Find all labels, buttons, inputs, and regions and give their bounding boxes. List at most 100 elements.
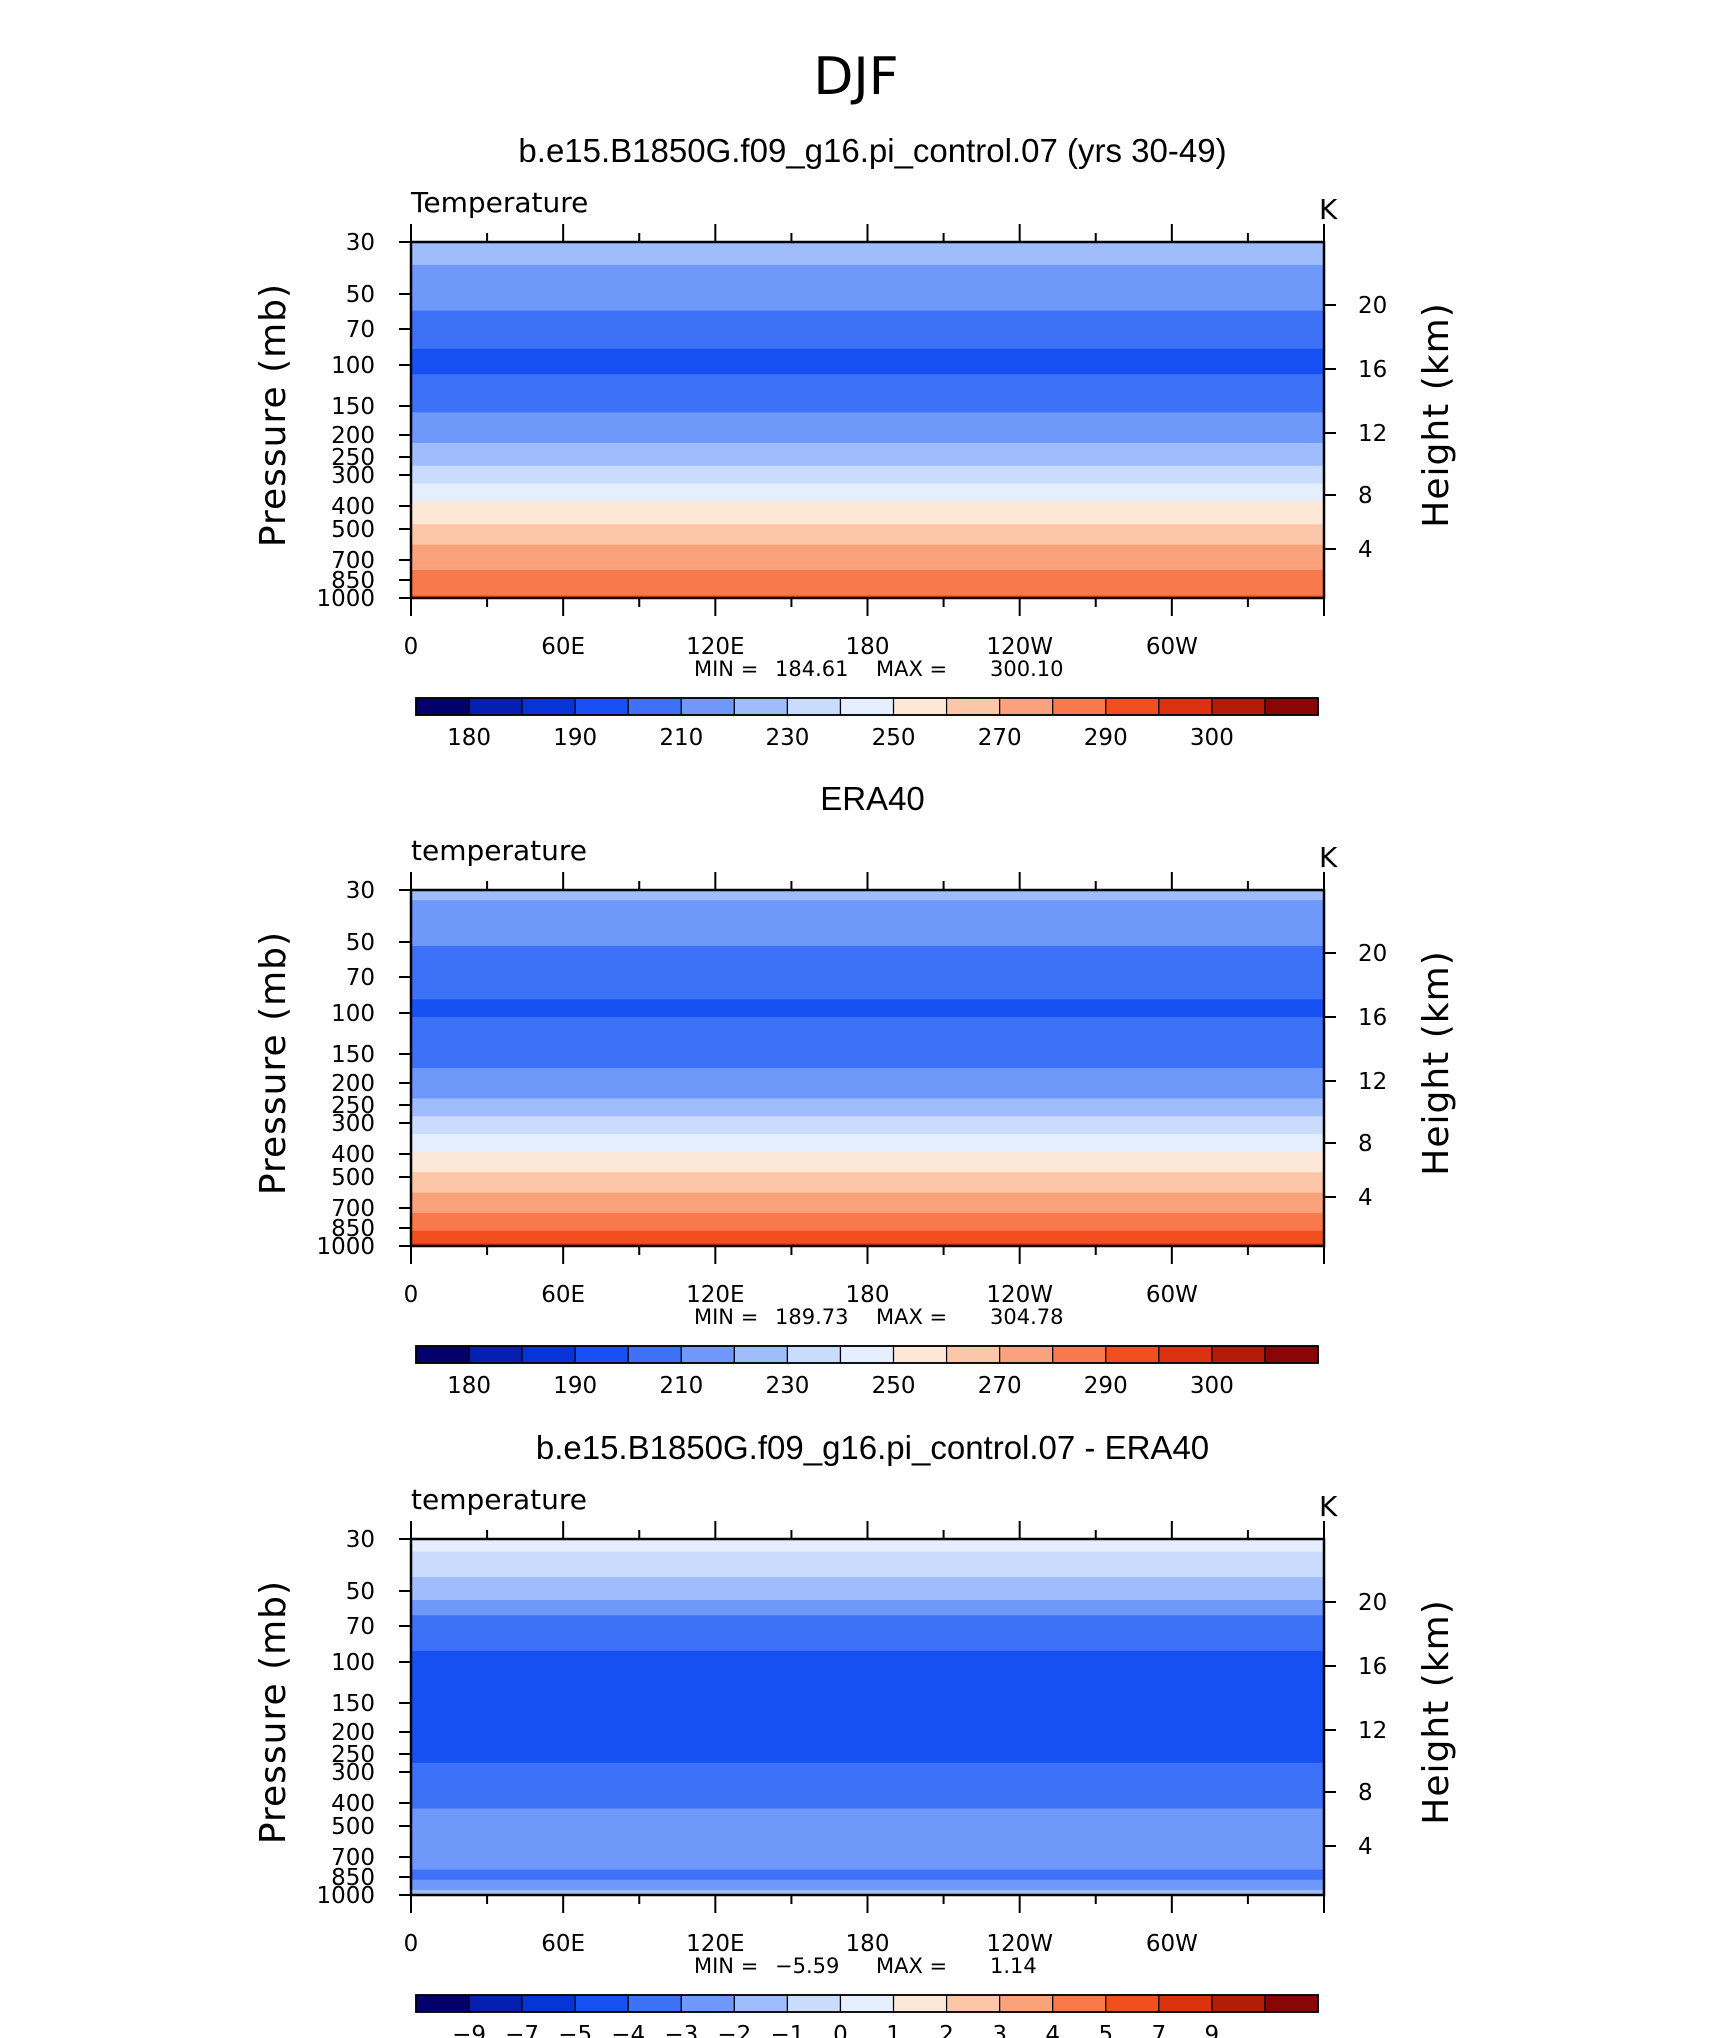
contour-band bbox=[411, 264, 1324, 269]
contour-band bbox=[411, 409, 1324, 413]
contour-band bbox=[411, 1633, 1324, 1637]
y-tick-label: 150 bbox=[331, 1042, 375, 1068]
contour-band bbox=[411, 1564, 1324, 1568]
contour-band bbox=[411, 562, 1324, 566]
contour-band bbox=[411, 1589, 1324, 1593]
contour-band bbox=[411, 542, 1324, 546]
colorbar-swatch bbox=[1158, 1994, 1213, 2013]
contour-band bbox=[411, 1625, 1324, 1629]
contour-band bbox=[411, 1146, 1324, 1150]
contour-band bbox=[411, 486, 1324, 490]
contour-band bbox=[411, 1836, 1324, 1840]
y-right-tick-label: 16 bbox=[1358, 1654, 1387, 1680]
contour-band bbox=[411, 389, 1324, 393]
colorbar: 180 190 210 230 250 270 290 300 bbox=[415, 1345, 1319, 1399]
max-value: 304.78 bbox=[990, 1305, 1063, 1329]
colorbar-swatch bbox=[892, 1345, 948, 1364]
x-tick-label: 120W bbox=[986, 634, 1053, 660]
contour-band bbox=[411, 509, 1324, 513]
contour-band bbox=[411, 1582, 1324, 1586]
y-tick-label: 200 bbox=[331, 1071, 375, 1097]
contour-band bbox=[411, 1014, 1324, 1018]
contour-band bbox=[411, 1052, 1324, 1056]
contour-band bbox=[411, 313, 1324, 317]
contour-band bbox=[411, 951, 1324, 955]
contour-band bbox=[411, 1772, 1324, 1777]
contour-band bbox=[411, 1546, 1324, 1550]
contour-band bbox=[411, 285, 1324, 289]
contour-band bbox=[411, 1569, 1324, 1573]
contour-band bbox=[411, 303, 1324, 307]
colorbar-label: 180 bbox=[447, 1373, 491, 1399]
y-axis-title: Pressure (mb) bbox=[253, 931, 294, 1195]
contour-band bbox=[411, 1136, 1324, 1140]
contour-band bbox=[411, 493, 1324, 497]
contour-band bbox=[411, 1770, 1324, 1774]
max-label: MAX = bbox=[876, 657, 947, 681]
y-tick-label: 300 bbox=[331, 1111, 375, 1137]
contour-band bbox=[411, 422, 1324, 426]
contour-band bbox=[411, 361, 1324, 365]
contour-band bbox=[411, 1877, 1324, 1881]
colorbar-label: 210 bbox=[659, 725, 703, 751]
y-axis-title: Pressure (mb) bbox=[253, 283, 294, 547]
contour-band bbox=[411, 976, 1324, 980]
contour-band bbox=[411, 1849, 1324, 1853]
contour-band bbox=[411, 1813, 1324, 1817]
x-tick-label: 0 bbox=[404, 1282, 419, 1308]
contour-band bbox=[411, 1676, 1324, 1680]
contour-band bbox=[411, 1742, 1324, 1746]
y-tick-label: 150 bbox=[331, 1691, 375, 1717]
y-right-tick-label: 4 bbox=[1358, 537, 1373, 563]
y-right-tick-label: 4 bbox=[1358, 1834, 1373, 1860]
contour-band bbox=[411, 1643, 1324, 1647]
y-tick-label: 70 bbox=[346, 965, 375, 991]
y-right-axis-title: Height (km) bbox=[1416, 302, 1457, 527]
contour-band bbox=[411, 478, 1324, 482]
colorbar-label: 190 bbox=[553, 1373, 597, 1399]
contour-band bbox=[411, 343, 1324, 347]
contour-band bbox=[411, 1744, 1324, 1749]
contour-band bbox=[411, 394, 1324, 398]
min-value: 184.61 bbox=[775, 657, 848, 681]
contour-band bbox=[411, 1887, 1324, 1891]
contour-band bbox=[411, 453, 1324, 457]
contour-band bbox=[411, 1042, 1324, 1046]
contour-band bbox=[411, 1574, 1324, 1578]
contour-band bbox=[411, 907, 1324, 911]
contour-band bbox=[411, 364, 1324, 368]
contour-band bbox=[411, 275, 1324, 279]
contour-band bbox=[411, 1747, 1324, 1751]
contour-band bbox=[411, 1162, 1324, 1166]
contour-band bbox=[411, 948, 1324, 952]
contour-band bbox=[411, 1648, 1324, 1652]
colorbar-label: 7 bbox=[1152, 2022, 1167, 2038]
x-tick-label: 0 bbox=[404, 634, 419, 660]
contour-band bbox=[411, 425, 1324, 429]
contour-band bbox=[411, 468, 1324, 472]
contour-band bbox=[411, 1544, 1324, 1548]
contour-band bbox=[411, 892, 1324, 896]
contour-band bbox=[411, 1141, 1324, 1145]
contour-band bbox=[411, 381, 1324, 385]
colorbar-label: 9 bbox=[1205, 2022, 1220, 2038]
colorbar-swatch bbox=[1105, 697, 1160, 716]
contour-band bbox=[411, 455, 1324, 459]
contour-band bbox=[411, 1144, 1324, 1148]
y-tick-label: 300 bbox=[331, 1760, 375, 1786]
contour-band bbox=[411, 1200, 1324, 1204]
panel-title: b.e15.B1850G.f09_g16.pi_control.07 - ERA… bbox=[536, 1429, 1209, 1466]
contour-band bbox=[411, 973, 1324, 978]
contour-band bbox=[411, 1037, 1324, 1041]
contour-band bbox=[411, 996, 1324, 1000]
contour-band bbox=[411, 1800, 1324, 1805]
contour-band bbox=[411, 417, 1324, 421]
contour-band bbox=[411, 991, 1324, 995]
contour-band bbox=[411, 1228, 1324, 1232]
contour-band bbox=[411, 1238, 1324, 1242]
contour-band bbox=[411, 1653, 1324, 1657]
contour-band bbox=[411, 1541, 1324, 1545]
contour-band bbox=[411, 516, 1324, 520]
contour-band bbox=[411, 968, 1324, 972]
contour-band bbox=[411, 1869, 1324, 1873]
